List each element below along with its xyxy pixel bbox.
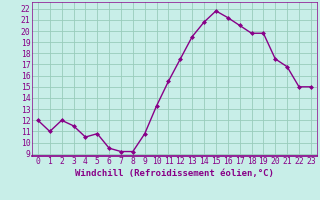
X-axis label: Windchill (Refroidissement éolien,°C): Windchill (Refroidissement éolien,°C) <box>75 169 274 178</box>
